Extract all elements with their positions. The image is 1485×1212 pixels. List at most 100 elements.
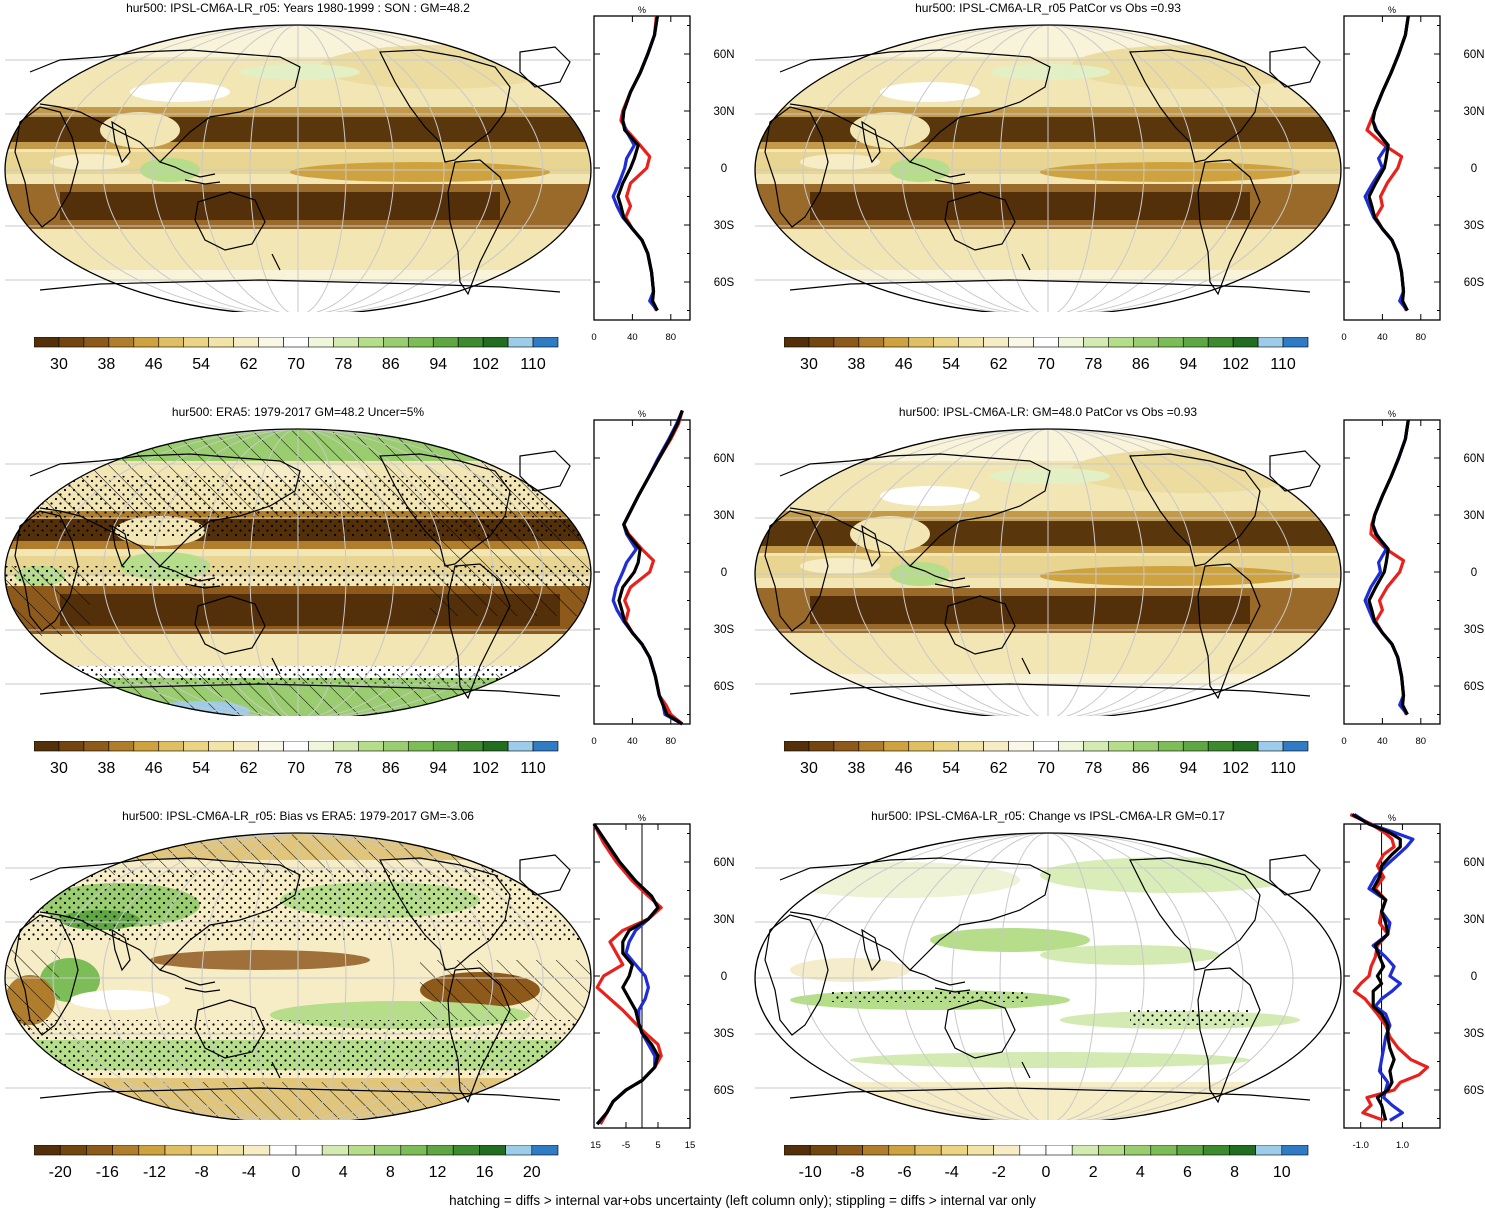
- colorbar-label: 54: [942, 760, 960, 777]
- profile-series-black: [1367, 15, 1410, 312]
- colorbar-label: 30: [50, 760, 68, 777]
- x-tick-label: 40: [1377, 736, 1388, 747]
- colorbar-swatch: [531, 1145, 559, 1156]
- profile-frame: [593, 15, 691, 321]
- colorbar-swatch: [258, 337, 284, 348]
- colorbar-swatch: [967, 1145, 994, 1156]
- colorbar-swatch: [933, 741, 959, 752]
- lat-tick-label: 0: [721, 163, 727, 175]
- colorbar-swatch: [158, 741, 185, 752]
- x-tick-label: 40: [1377, 332, 1388, 343]
- colorbar-swatch: [784, 337, 810, 348]
- colorbar: 30 38 46 54 62 70 78 86 94 102 110: [34, 337, 559, 373]
- colorbar-label: 86: [382, 760, 400, 777]
- colorbar-label: 54: [192, 356, 210, 373]
- colorbar-swatch: [217, 1145, 244, 1156]
- colorbar-swatch: [1282, 337, 1309, 348]
- colorbar-swatch: [243, 1145, 271, 1156]
- colorbar-swatch: [407, 741, 434, 752]
- zonal-profile-plot: % 60N 30N 0 30S 60S -15 -5 5 15: [590, 813, 735, 1151]
- colorbar-swatch: [348, 1145, 375, 1156]
- panel-change: hur500: IPSL-CM6A-LR_r05: Change vs IPSL…: [750, 808, 1485, 1212]
- colorbar-swatch: [784, 1145, 811, 1156]
- colorbar-label: 16: [476, 1164, 494, 1181]
- colorbar-swatch: [1255, 1145, 1283, 1156]
- colorbar-swatch: [112, 1145, 140, 1156]
- colorbar-swatch: [908, 741, 935, 752]
- profile-series-black: [1367, 419, 1410, 716]
- colorbar-label: 30: [50, 356, 68, 373]
- colorbar-swatch: [1071, 1145, 1099, 1156]
- map-plot: [0, 416, 596, 716]
- profile-frame: [593, 419, 691, 725]
- x-tick-label: 0: [591, 332, 596, 343]
- colorbar-swatch: [1083, 741, 1109, 752]
- colorbar-swatch: [940, 1145, 968, 1156]
- colorbar-label: 46: [145, 356, 163, 373]
- colorbar-swatch: [1257, 337, 1284, 348]
- colorbar-label: 70: [1037, 760, 1055, 777]
- colorbar-label: 6: [1183, 1164, 1192, 1181]
- lat-tick-label: 60N: [1463, 453, 1484, 465]
- colorbar-swatch: [532, 337, 559, 348]
- colorbar-swatch: [108, 337, 135, 348]
- colorbar-swatch: [833, 741, 860, 752]
- colorbar-swatch: [108, 741, 135, 752]
- colorbar-swatch: [374, 1145, 402, 1156]
- colorbar-swatch: [858, 337, 885, 348]
- lat-tick-label: 30S: [714, 624, 735, 636]
- lat-tick-label: 30S: [1464, 1028, 1485, 1040]
- x-tick-label: 0: [1341, 736, 1346, 747]
- colorbar-label: 12: [429, 1164, 447, 1181]
- colorbar-label: 38: [97, 760, 115, 777]
- colorbar-swatch: [321, 1145, 349, 1156]
- profile-unit: %: [1388, 813, 1396, 823]
- colorbar-label: 78: [335, 760, 353, 777]
- lat-tick-label: 30N: [1463, 106, 1484, 118]
- colorbar-swatch: [1058, 337, 1084, 348]
- profile-series-red: [1349, 813, 1430, 1122]
- colorbar-swatch: [1182, 337, 1209, 348]
- colorbar-swatch: [1108, 741, 1134, 752]
- colorbar-label: 94: [1179, 356, 1197, 373]
- colorbar-label: 20: [523, 1164, 541, 1181]
- colorbar: -20 -16 -12 -8 -4 0 4 8 12 16 20: [34, 1145, 559, 1181]
- colorbar-label: 8: [1230, 1164, 1239, 1181]
- lat-tick-label: 30S: [1464, 624, 1485, 636]
- lat-tick-label: 0: [1471, 163, 1477, 175]
- colorbar-label: 46: [895, 356, 913, 373]
- map-plot: [0, 12, 596, 312]
- colorbar-swatch: [1202, 1145, 1230, 1156]
- colorbar-swatch: [208, 741, 234, 752]
- colorbar-label: 30: [800, 760, 818, 777]
- x-tick-label: 0: [1341, 332, 1346, 343]
- lat-tick-label: 60N: [1463, 49, 1484, 61]
- colorbar-swatch: [358, 741, 384, 752]
- colorbar-label: 110: [1270, 356, 1296, 373]
- panel-title: hur500: IPSL-CM6A-LR_r05: Years 1980-199…: [126, 1, 470, 15]
- colorbar-swatch: [1282, 741, 1309, 752]
- colorbar-swatch: [283, 741, 309, 752]
- lat-tick-label: 30S: [1464, 220, 1485, 232]
- profile-frame: [1343, 419, 1441, 725]
- colorbar-label: -4: [242, 1164, 256, 1181]
- colorbar-label: 4: [339, 1164, 348, 1181]
- lat-tick-label: 30N: [713, 510, 734, 522]
- colorbar-label: 38: [97, 356, 115, 373]
- x-tick-label: 0: [591, 736, 596, 747]
- colorbar-swatch: [358, 337, 384, 348]
- profile-unit: %: [638, 5, 646, 15]
- colorbar-swatch: [34, 337, 60, 348]
- x-tick-label: 80: [1416, 736, 1427, 747]
- colorbar-label: 102: [1222, 356, 1249, 373]
- colorbar-swatch: [1157, 741, 1184, 752]
- x-tick-label: -5: [622, 1140, 630, 1151]
- lat-tick-label: 60S: [714, 277, 735, 289]
- colorbar-label: 110: [520, 356, 546, 373]
- colorbar-swatch: [532, 741, 559, 752]
- colorbar-label: 2: [1089, 1164, 1098, 1181]
- colorbar-swatch: [164, 1145, 192, 1156]
- colorbar-label: 38: [847, 760, 865, 777]
- colorbar-swatch: [383, 741, 409, 752]
- colorbar-swatch: [958, 337, 984, 348]
